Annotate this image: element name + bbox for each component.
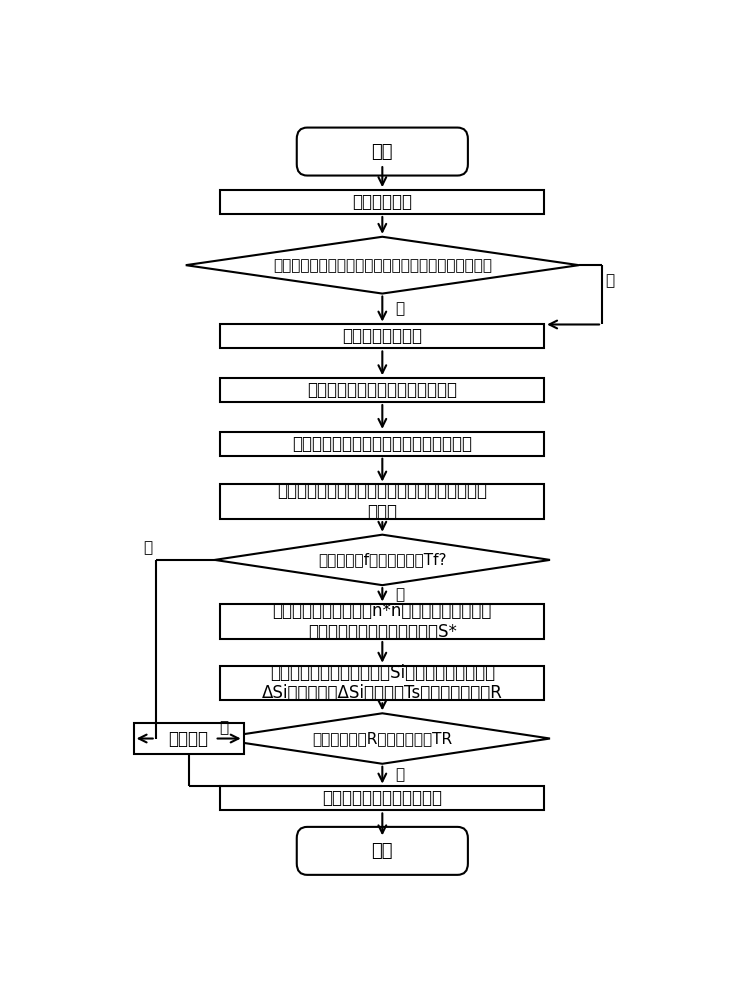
Text: 分割出端子和端座区域并获得颜色特征值并计算
相似度: 分割出端子和端座区域并获得颜色特征值并计算 相似度: [278, 482, 487, 521]
Text: 是: 是: [144, 540, 153, 555]
Bar: [134, 723, 243, 754]
Polygon shape: [186, 237, 579, 294]
FancyBboxPatch shape: [297, 827, 468, 875]
Bar: [221, 786, 545, 810]
Bar: [221, 484, 545, 519]
Text: 将缓存队列图片平均作为背景图片: 将缓存队列图片平均作为背景图片: [307, 381, 457, 399]
Text: 颜色相似度f大于所设阈值Tf?: 颜色相似度f大于所设阈值Tf?: [318, 552, 447, 567]
Text: 图片加入缓存队列: 图片加入缓存队列: [342, 327, 422, 345]
Text: 计算每个图像块频域特征值Si和模板图像特征值差
ΔSi并统计差值ΔSi小于阈值Ts的图像块总面积R: 计算每个图像块频域特征值Si和模板图像特征值差 ΔSi并统计差值ΔSi小于阈值T…: [262, 664, 503, 702]
Text: 记录错误: 记录错误: [169, 730, 209, 748]
Bar: [221, 324, 545, 348]
Text: 否: 否: [395, 768, 404, 783]
Text: 是: 是: [219, 720, 228, 735]
Text: 是: 是: [605, 273, 614, 288]
Bar: [221, 604, 545, 639]
Text: 铜线区域面积R大于设定阈值TR: 铜线区域面积R大于设定阈值TR: [313, 731, 452, 746]
Text: 开始: 开始: [372, 143, 393, 161]
Text: 差分图像灰度化后分割n*n像素大小图像块，并
计算铜线灰度图的频域特征值S*: 差分图像灰度化后分割n*n像素大小图像块，并 计算铜线灰度图的频域特征值S*: [272, 602, 492, 641]
Text: 相机拍摄图片: 相机拍摄图片: [352, 193, 413, 211]
Text: 根据深度信息创建二值图像并连通域分析是否有接插件: 根据深度信息创建二值图像并连通域分析是否有接插件: [273, 258, 492, 273]
Bar: [221, 190, 545, 214]
Bar: [221, 666, 545, 700]
Text: 否: 否: [395, 302, 404, 317]
FancyBboxPatch shape: [297, 128, 468, 176]
Text: 背景图片和待检测图片差分得到差分图像: 背景图片和待检测图片差分得到差分图像: [292, 435, 472, 453]
Text: 结束: 结束: [372, 842, 393, 860]
Bar: [221, 432, 545, 456]
Polygon shape: [215, 535, 550, 585]
Text: 人机交互界面显示检测结果: 人机交互界面显示检测结果: [322, 789, 442, 807]
Polygon shape: [215, 713, 550, 764]
Text: 否: 否: [395, 587, 404, 602]
Bar: [221, 378, 545, 402]
